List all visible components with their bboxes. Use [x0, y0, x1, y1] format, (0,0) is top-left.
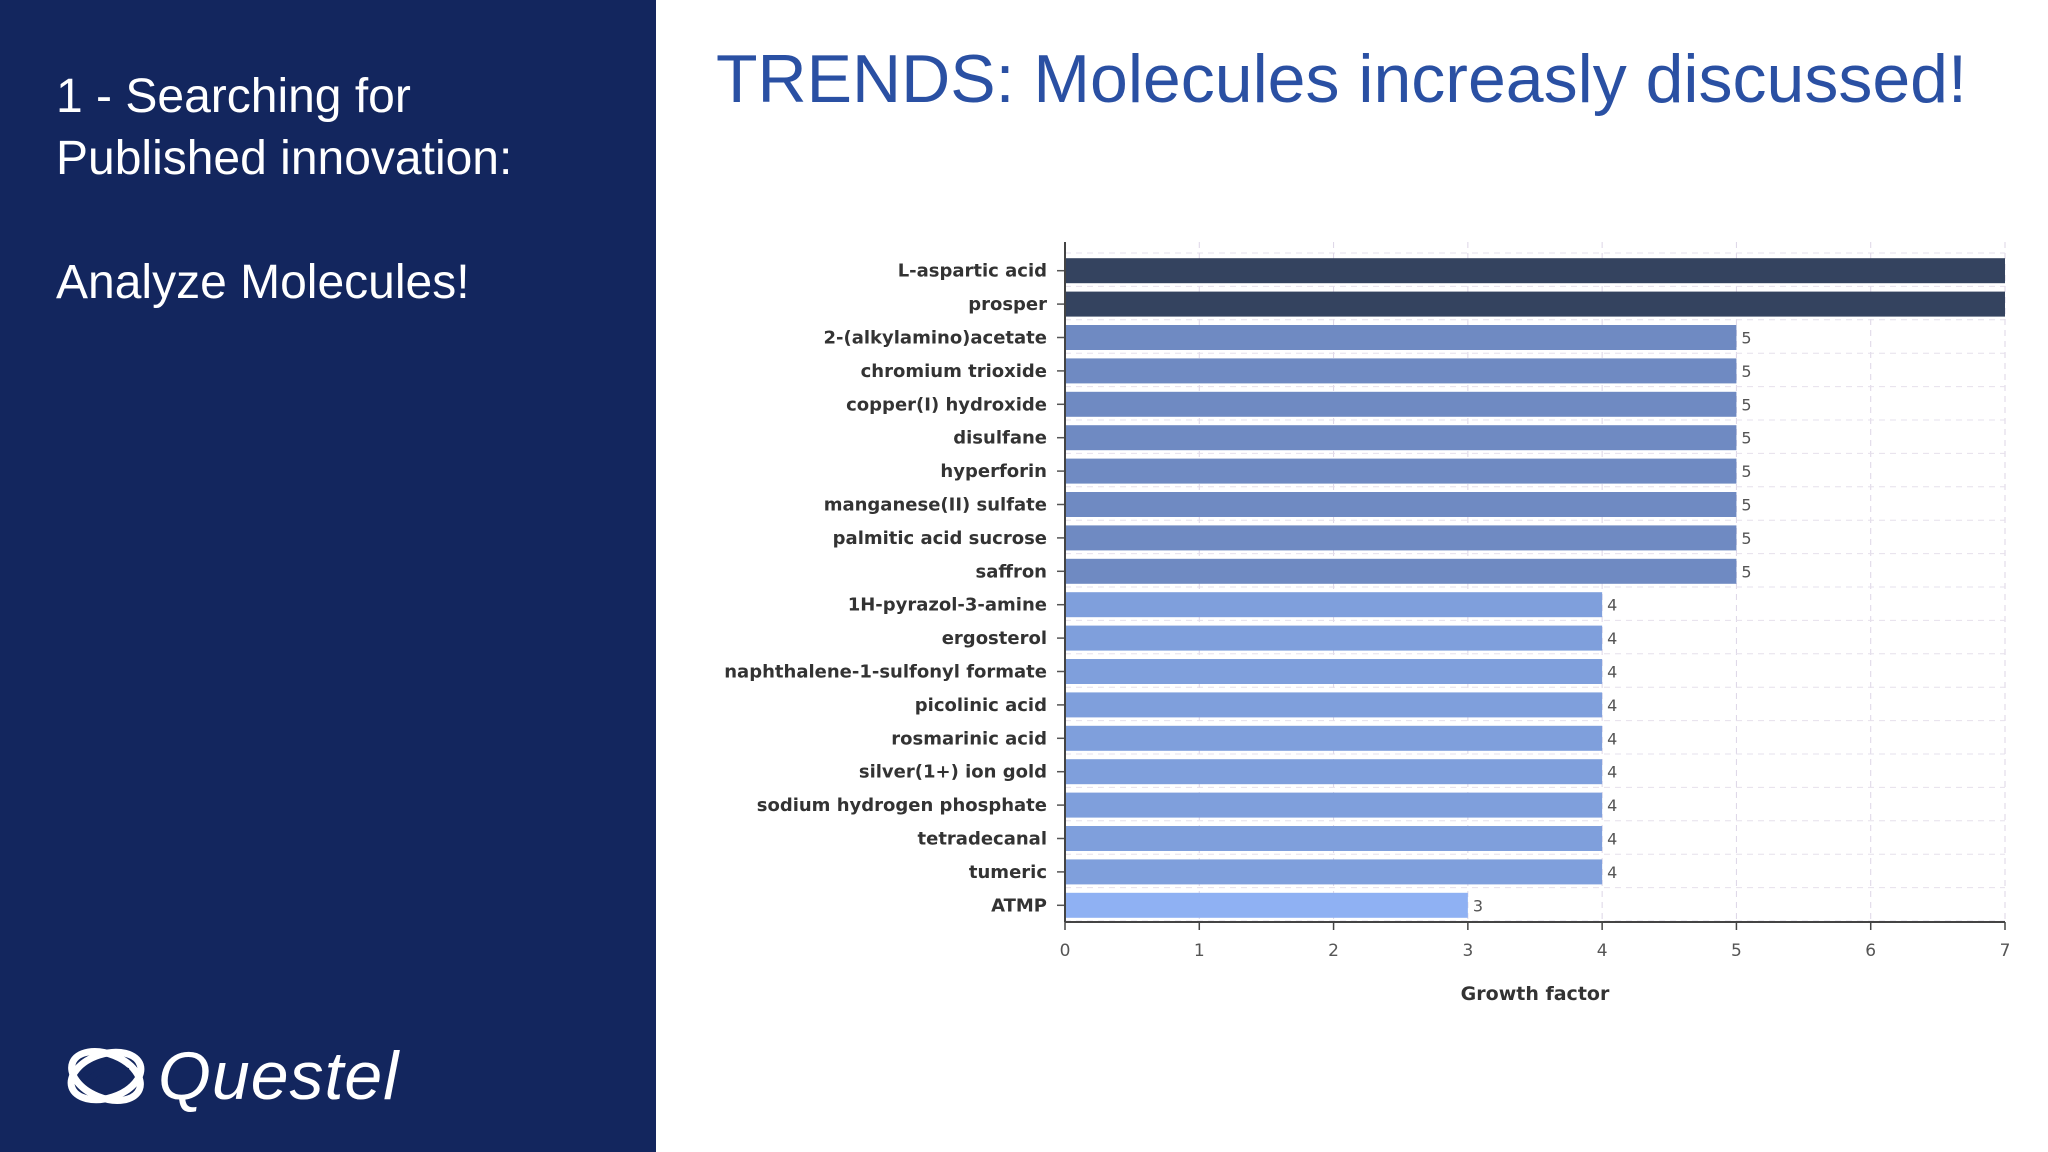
bar — [1065, 258, 2005, 284]
value-label: 4 — [1607, 830, 1617, 849]
x-tick-label: 2 — [1328, 941, 1339, 961]
bar — [1065, 291, 2005, 317]
page-title: TRENDS: Molecules increasly discussed! — [716, 41, 1967, 117]
bar — [1065, 425, 1737, 451]
bar — [1065, 826, 1603, 851]
questel-logo: Questel — [64, 1036, 399, 1116]
bar — [1065, 859, 1603, 885]
bar — [1065, 458, 1737, 484]
bar — [1065, 525, 1737, 551]
category-label: naphthalene-1-sulfonyl formate — [724, 662, 1047, 683]
bar — [1065, 592, 1603, 618]
x-tick-label: 5 — [1731, 941, 1742, 961]
x-tick-label: 0 — [1060, 941, 1071, 961]
category-label: 1H-pyrazol-3-amine — [848, 595, 1047, 616]
sidebar-panel: 1 - Searching for Published innovation: … — [0, 0, 656, 1152]
category-label: 2-(alkylamino)acetate — [824, 328, 1047, 349]
sidebar-line-2: Published innovation: — [56, 132, 513, 185]
value-label: 4 — [1607, 696, 1617, 715]
category-label: silver(1+) ion gold — [859, 762, 1047, 783]
value-label: 4 — [1607, 596, 1617, 615]
value-label: 5 — [1741, 462, 1751, 481]
category-label: saffron — [976, 561, 1048, 582]
x-tick-label: 3 — [1462, 941, 1473, 961]
x-axis-title: Growth factor — [1461, 983, 1610, 1005]
questel-orbit-icon — [67, 1048, 145, 1104]
bar — [1065, 892, 1468, 918]
value-label: 5 — [1741, 362, 1751, 381]
category-label: tumeric — [969, 862, 1047, 883]
sidebar-line-3: Analyze Molecules! — [56, 256, 470, 309]
value-label: 3 — [1473, 896, 1483, 915]
category-label: ergosterol — [942, 628, 1047, 649]
bar — [1065, 492, 1737, 517]
value-label: 5 — [1741, 562, 1751, 581]
category-label: L-aspartic acid — [898, 261, 1047, 282]
value-label: 4 — [1607, 729, 1617, 748]
bar — [1065, 558, 1737, 584]
value-label: 5 — [1741, 329, 1751, 348]
category-label: sodium hydrogen phosphate — [757, 795, 1047, 816]
category-label: ATMP — [991, 895, 1047, 916]
value-label: 5 — [1741, 429, 1751, 448]
category-label: prosper — [968, 294, 1047, 315]
value-label: 4 — [1607, 663, 1617, 682]
value-label: 4 — [1607, 763, 1617, 782]
value-label: 4 — [1607, 863, 1617, 882]
x-tick-label: 6 — [1865, 941, 1876, 961]
bar — [1065, 625, 1603, 651]
x-tick-label: 7 — [2000, 941, 2011, 961]
bar — [1065, 659, 1603, 684]
bar — [1065, 358, 1737, 384]
value-label: 4 — [1607, 796, 1617, 815]
value-label: 5 — [1741, 529, 1751, 548]
bar — [1065, 759, 1603, 785]
logo-wordmark: Questel — [158, 1038, 400, 1114]
value-label: 4 — [1607, 629, 1617, 648]
category-label: hyperforin — [940, 461, 1047, 482]
bar-chart: L-aspartic acid prosper 2-(alkylamino)acet… — [724, 242, 2011, 1005]
bar — [1065, 391, 1737, 417]
category-label: disulfane — [953, 428, 1047, 449]
category-label: picolinic acid — [915, 695, 1047, 716]
x-tick-label: 4 — [1597, 941, 1608, 961]
category-label: copper(I) hydroxide — [846, 394, 1047, 415]
category-label: tetradecanal — [918, 829, 1047, 850]
bar — [1065, 692, 1603, 718]
category-label: chromium trioxide — [861, 361, 1047, 382]
category-label: palmitic acid sucrose — [833, 528, 1047, 549]
bar — [1065, 325, 1737, 350]
value-label: 5 — [1741, 395, 1751, 414]
x-tick-label: 1 — [1194, 941, 1205, 961]
value-label: 5 — [1741, 496, 1751, 515]
bar — [1065, 725, 1603, 751]
bar — [1065, 792, 1603, 818]
sidebar-spacer — [56, 190, 636, 252]
sidebar-text: 1 - Searching for Published innovation: … — [56, 66, 636, 314]
category-label: manganese(II) sulfate — [824, 495, 1047, 516]
category-label: rosmarinic acid — [891, 728, 1047, 749]
sidebar-line-1: 1 - Searching for — [56, 70, 411, 123]
